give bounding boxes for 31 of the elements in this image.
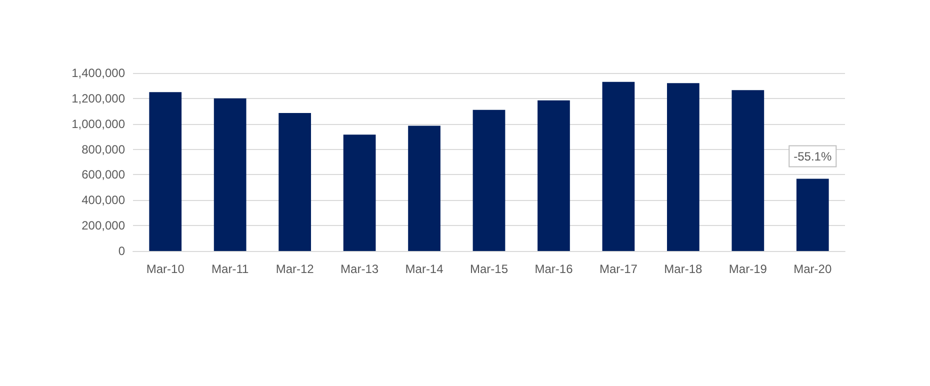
y-tick-label: 1,200,000: [72, 91, 126, 106]
y-tick-label: 1,400,000: [72, 66, 126, 80]
x-tick-label: Mar-18: [664, 262, 703, 276]
y-tick-label: 400,000: [82, 193, 126, 208]
bar: [796, 178, 829, 251]
bar: [667, 83, 700, 251]
bar: [343, 134, 376, 251]
x-tick-label: Mar-14: [405, 262, 444, 276]
y-tick-label: 0: [118, 244, 126, 258]
bar: [278, 113, 311, 251]
bar: [472, 110, 506, 251]
y-tick-label: 1,000,000: [72, 116, 126, 131]
x-tick-label: Mar-16: [534, 262, 574, 276]
x-tick-label: Mar-10: [146, 262, 185, 276]
x-tick-label: Mar-11: [212, 262, 249, 276]
bar: [149, 92, 182, 251]
x-tick-label: Mar-15: [470, 262, 508, 276]
y-tick-label: 600,000: [82, 168, 126, 182]
bar: [214, 98, 246, 251]
x-tick-label: Mar-12: [276, 262, 314, 276]
bar: [602, 82, 635, 251]
annotation: -55.1%: [794, 149, 832, 164]
x-tick-label: Mar-13: [340, 262, 379, 276]
x-tick-label: Mar-20: [794, 262, 832, 276]
bar: [732, 90, 764, 251]
x-tick-label: Mar-17: [599, 262, 638, 276]
y-tick-label: 800,000: [82, 142, 126, 156]
y-tick-label: 200,000: [82, 218, 126, 233]
bar: [408, 126, 440, 251]
x-tick-label: Mar-19: [728, 262, 768, 276]
bar: [538, 100, 570, 251]
